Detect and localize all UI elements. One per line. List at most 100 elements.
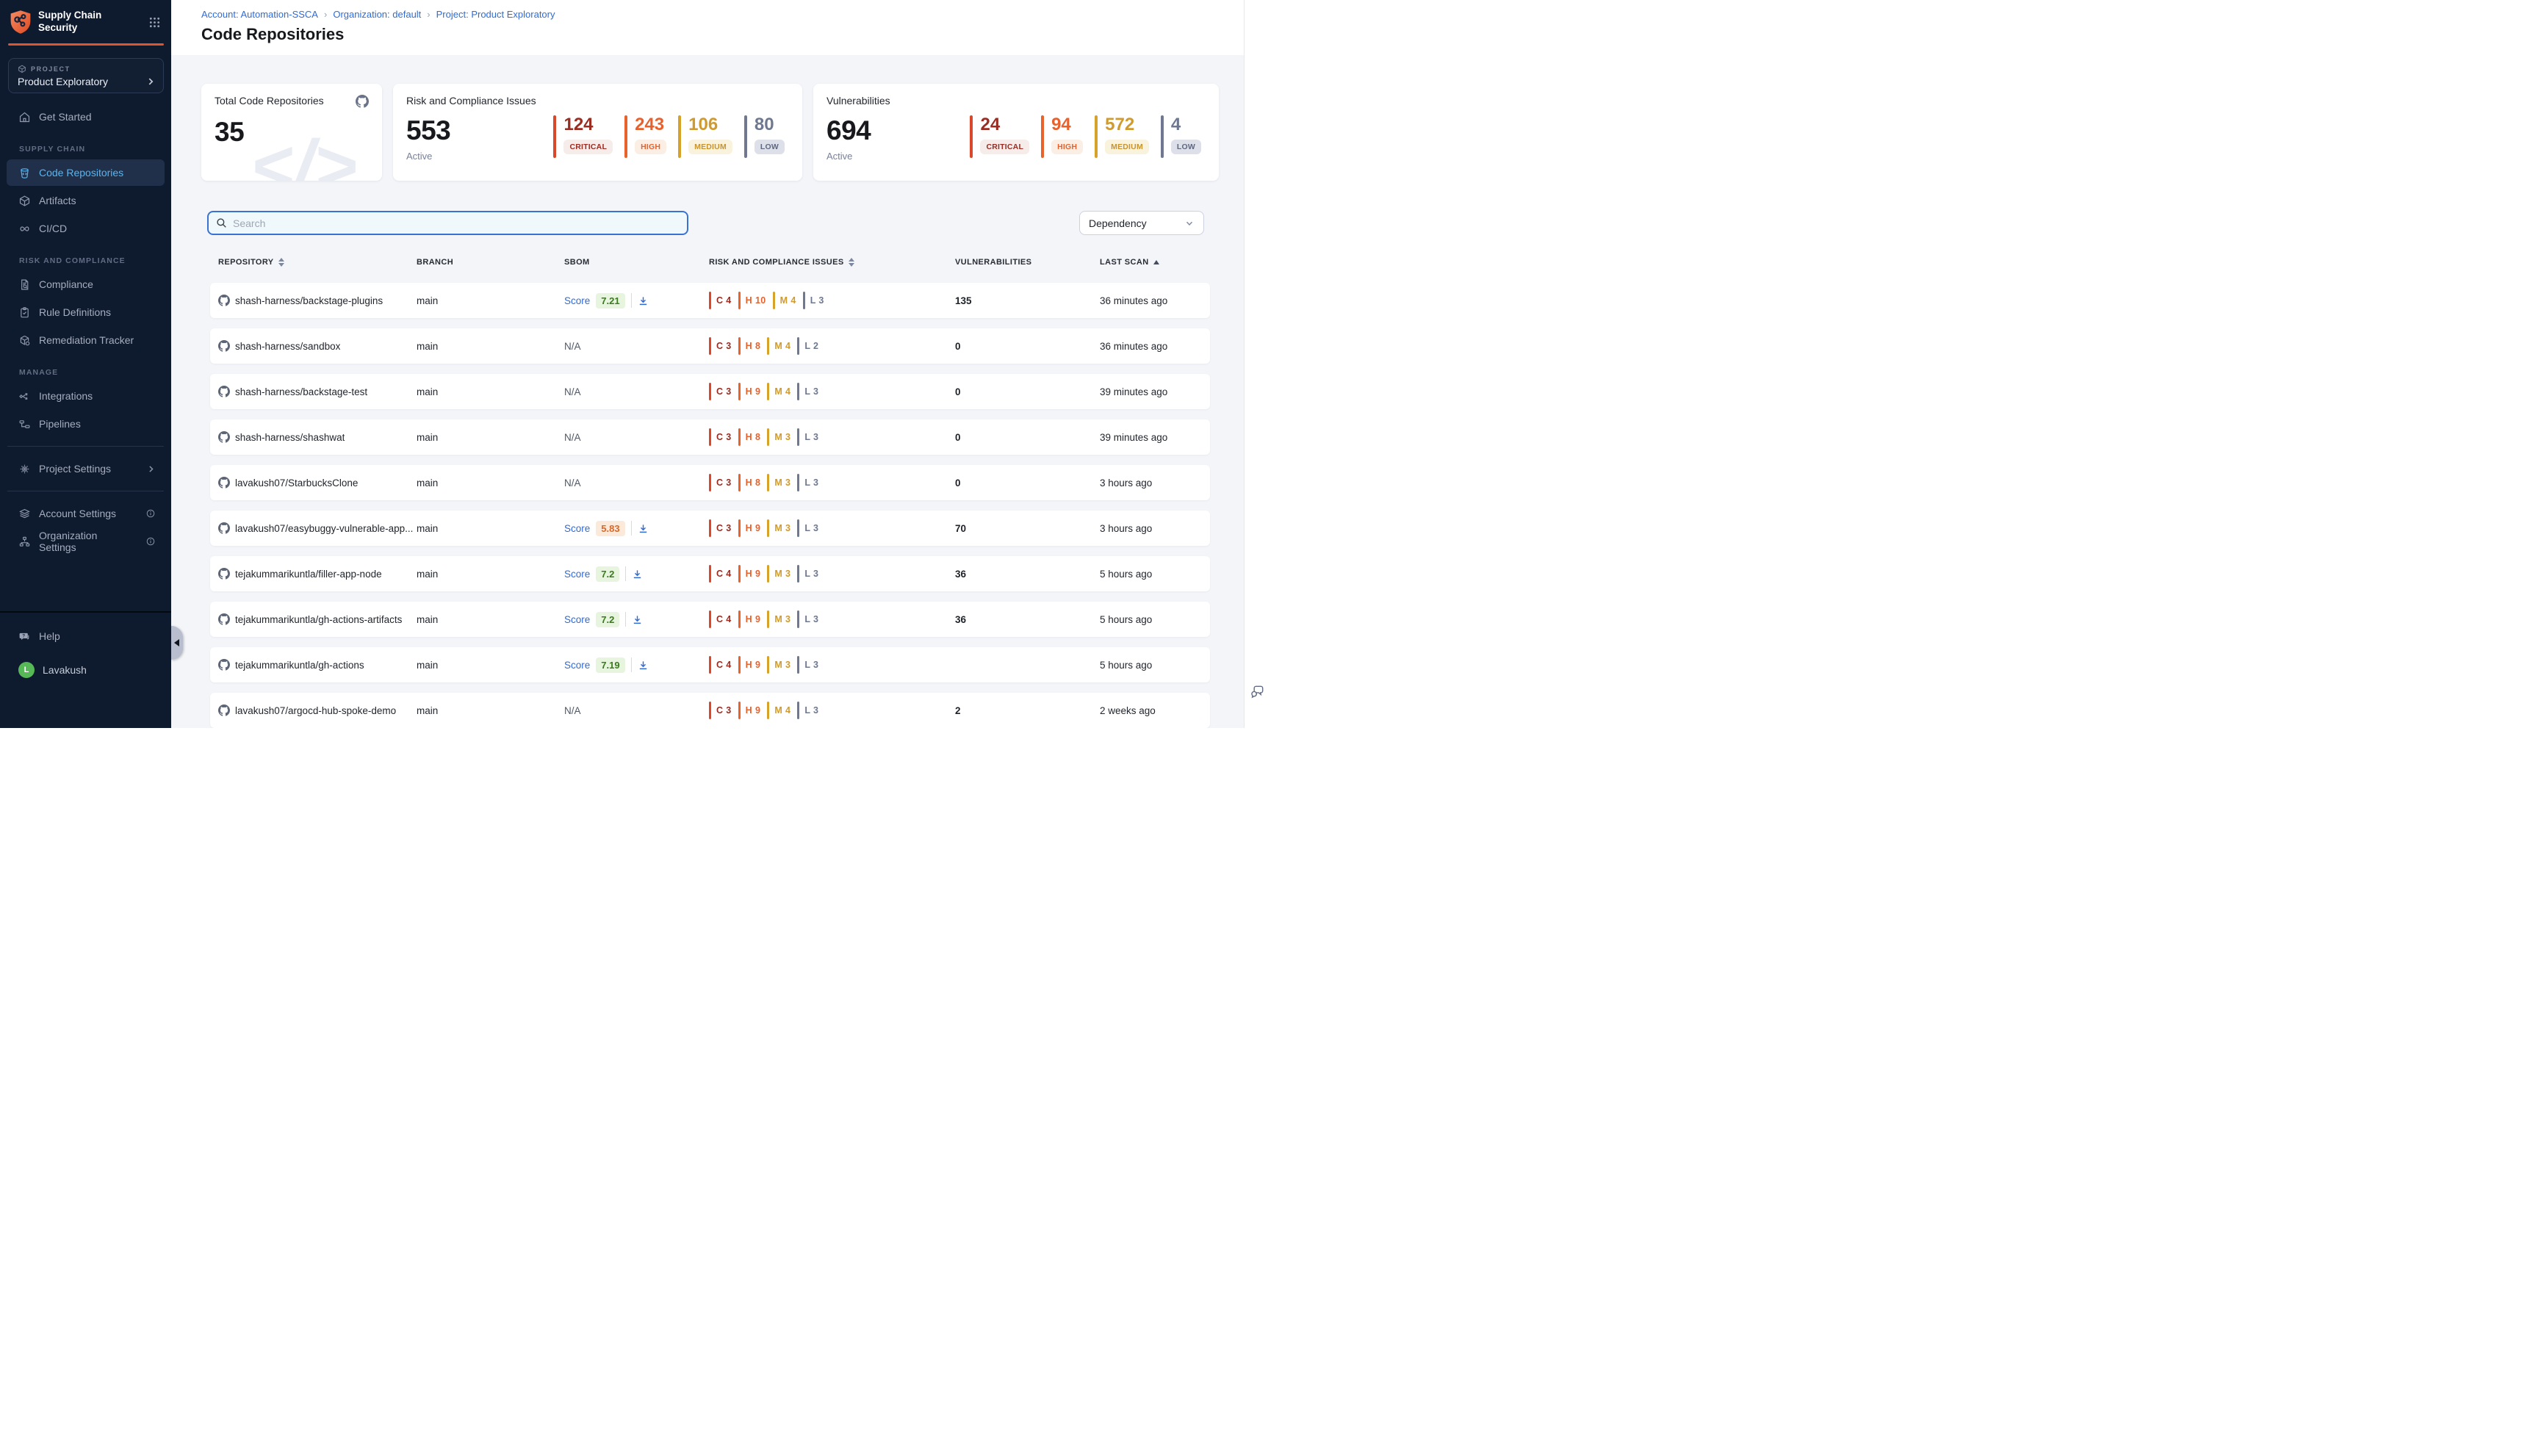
- sidebar-item-label: Code Repositories: [39, 167, 123, 179]
- severity-count: L 2: [804, 341, 818, 351]
- info-icon[interactable]: [145, 508, 156, 519]
- column-header-sbom[interactable]: SBOM: [564, 258, 709, 267]
- sbom-score-link[interactable]: Score: [564, 614, 590, 625]
- breadcrumb-organization-link[interactable]: Organization: default: [333, 9, 421, 20]
- severity-label: LOW: [1171, 140, 1201, 154]
- sidebar-item-project-settings[interactable]: Project Settings: [7, 455, 165, 482]
- vulnerabilities-value: 70: [955, 523, 1100, 534]
- repo-name[interactable]: lavakush07/argocd-hub-spoke-demo: [235, 705, 396, 716]
- download-icon[interactable]: [638, 660, 649, 671]
- table-row[interactable]: tejakummarikuntla/filler-app-node main S…: [210, 556, 1210, 591]
- sbom-score-link[interactable]: Score: [564, 295, 590, 306]
- sbom-score-link[interactable]: Score: [564, 660, 590, 671]
- project-selector[interactable]: PROJECT Product Exploratory: [8, 58, 164, 93]
- download-icon[interactable]: [638, 523, 649, 534]
- severity-chip-critical: C 3: [709, 702, 732, 719]
- repo-name[interactable]: lavakush07/easybuggy-vulnerable-app...: [235, 523, 413, 534]
- search-box: [207, 211, 688, 235]
- severity-chip-high: H 8: [738, 337, 761, 355]
- sbom-score-value: 7.2: [596, 566, 619, 582]
- sidebar-item-help[interactable]: ? Help: [7, 623, 165, 649]
- severity-bar: [738, 610, 741, 628]
- sidebar-item-get-started[interactable]: Get Started: [7, 104, 165, 130]
- sbom-cell: N/A: [564, 477, 709, 489]
- sidebar-item-artifacts[interactable]: Artifacts: [7, 187, 165, 214]
- severity-count: L 3: [810, 295, 824, 306]
- search-input[interactable]: [233, 217, 680, 229]
- card-title: Risk and Compliance Issues: [406, 95, 785, 107]
- table-row[interactable]: shash-harness/shashwat main N/A C 3H 8M …: [210, 419, 1210, 455]
- download-icon[interactable]: [632, 614, 643, 625]
- column-header-last-scan[interactable]: LAST SCAN: [1100, 258, 1210, 267]
- info-icon[interactable]: [145, 536, 156, 547]
- last-scan-value: 5 hours ago: [1100, 569, 1210, 580]
- download-icon[interactable]: [632, 569, 643, 580]
- sbom-score-link[interactable]: Score: [564, 569, 590, 580]
- severity-count: L 3: [804, 705, 818, 716]
- sidebar-item-rule-definitions[interactable]: Rule Definitions: [7, 299, 165, 325]
- sbom-score-link[interactable]: Score: [564, 523, 590, 534]
- user-menu[interactable]: L Lavakush: [7, 657, 165, 683]
- risk-chips: C 4H 9M 3L 3: [709, 656, 955, 674]
- repo-name[interactable]: tejakummarikuntla/gh-actions-artifacts: [235, 614, 402, 625]
- severity-value: 4: [1171, 115, 1201, 134]
- column-header-branch[interactable]: BRANCH: [417, 258, 564, 267]
- risk-chips: C 4H 10M 4L 3: [709, 292, 955, 309]
- sidebar-item-label: Remediation Tracker: [39, 334, 134, 346]
- severity-count: H 8: [746, 477, 761, 488]
- sidebar-item-account-settings[interactable]: Account Settings: [7, 500, 165, 527]
- table-row[interactable]: shash-harness/backstage-test main N/A C …: [210, 374, 1210, 409]
- repo-name[interactable]: tejakummarikuntla/gh-actions: [235, 660, 364, 671]
- sbom-score: Score 7.2: [564, 612, 643, 627]
- svg-text:?: ?: [22, 633, 25, 638]
- severity-count: M 3: [774, 614, 790, 624]
- repo-name[interactable]: shash-harness/shashwat: [235, 432, 345, 443]
- sbom-na: N/A: [564, 432, 581, 443]
- severity-medium: 572 MEDIUM: [1095, 115, 1149, 162]
- severity-count: H 9: [746, 386, 761, 397]
- column-header-risk-and-compliance-issues[interactable]: RISK AND COMPLIANCE ISSUES: [709, 258, 955, 267]
- repository-cell: lavakush07/easybuggy-vulnerable-app...: [218, 522, 417, 534]
- repo-name[interactable]: lavakush07/StarbucksClone: [235, 477, 358, 489]
- repo-name[interactable]: tejakummarikuntla/filler-app-node: [235, 569, 382, 580]
- table-row[interactable]: tejakummarikuntla/gh-actions main Score …: [210, 647, 1210, 682]
- severity-count: L 3: [804, 523, 818, 533]
- severity-bar: [709, 656, 711, 674]
- table-row[interactable]: lavakush07/argocd-hub-spoke-demo main N/…: [210, 693, 1210, 728]
- severity-count: M 3: [774, 432, 790, 442]
- severity-bar: [797, 702, 799, 719]
- table-row[interactable]: lavakush07/StarbucksClone main N/A C 3H …: [210, 465, 1210, 500]
- pipelines-icon: [18, 418, 31, 430]
- sidebar-item-organization-settings[interactable]: Organization Settings: [7, 528, 165, 555]
- dependency-dropdown[interactable]: Dependency: [1079, 211, 1204, 235]
- repo-name[interactable]: shash-harness/sandbox: [235, 341, 340, 352]
- sidebar-item-remediation-tracker[interactable]: Remediation Tracker: [7, 327, 165, 353]
- repository-cell: tejakummarikuntla/gh-actions: [218, 659, 417, 671]
- repo-name[interactable]: shash-harness/backstage-test: [235, 386, 367, 397]
- cube-icon: [18, 65, 26, 73]
- app-switcher-grid-icon[interactable]: [147, 15, 162, 30]
- severity-count: M 3: [774, 569, 790, 579]
- breadcrumb-project-link[interactable]: Project: Product Exploratory: [436, 9, 555, 20]
- chat-bubbles-icon[interactable]: [1249, 683, 1266, 700]
- severity-bar: [738, 383, 741, 400]
- severity-chip-medium: M 3: [767, 565, 790, 583]
- column-label: LAST SCAN: [1100, 258, 1149, 267]
- repo-name[interactable]: shash-harness/backstage-plugins: [235, 295, 383, 306]
- column-header-vulnerabilities[interactable]: VULNERABILITIES: [955, 258, 1100, 267]
- sidebar-item-cicd[interactable]: CI/CD: [7, 215, 165, 242]
- severity-label: HIGH: [635, 140, 666, 154]
- last-scan-value: 3 hours ago: [1100, 477, 1210, 489]
- sidebar-item-integrations[interactable]: Integrations: [7, 383, 165, 409]
- column-header-repository[interactable]: REPOSITORY: [218, 258, 417, 267]
- severity-count: M 4: [774, 386, 790, 397]
- sidebar-item-code-repositories[interactable]: Code Repositories: [7, 159, 165, 186]
- table-row[interactable]: shash-harness/sandbox main N/A C 3H 8M 4…: [210, 328, 1210, 364]
- download-icon[interactable]: [638, 295, 649, 306]
- sidebar-item-pipelines[interactable]: Pipelines: [7, 411, 165, 437]
- sidebar-item-compliance[interactable]: Compliance: [7, 271, 165, 298]
- breadcrumb-account-link[interactable]: Account: Automation-SSCA: [201, 9, 318, 20]
- table-row[interactable]: shash-harness/backstage-plugins main Sco…: [210, 283, 1210, 318]
- table-row[interactable]: tejakummarikuntla/gh-actions-artifacts m…: [210, 602, 1210, 637]
- table-row[interactable]: lavakush07/easybuggy-vulnerable-app... m…: [210, 511, 1210, 546]
